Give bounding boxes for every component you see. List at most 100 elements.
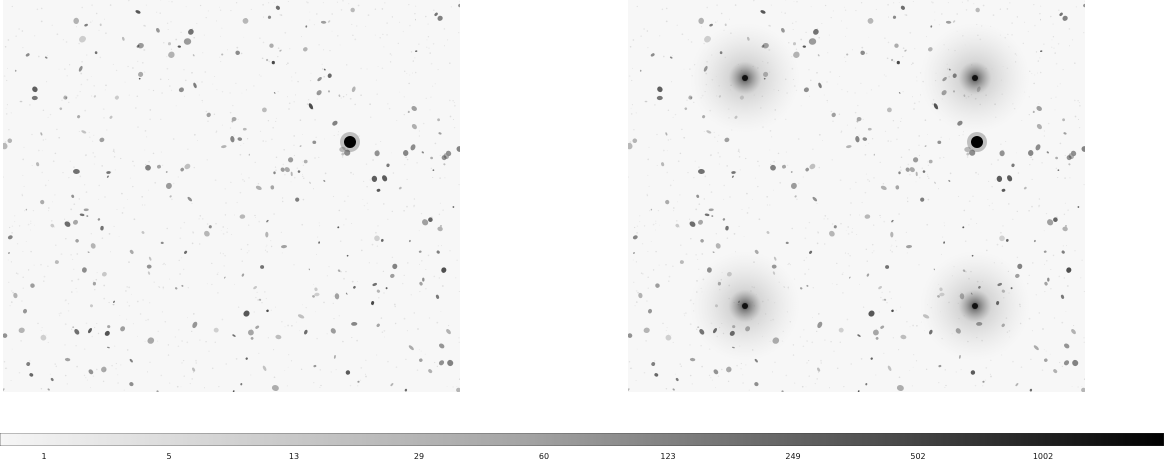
faint-source [135, 10, 141, 14]
faint-source [975, 7, 980, 13]
faint-source [855, 136, 860, 143]
colorbar-tick-label: 13 [288, 452, 300, 461]
faint-source [1059, 12, 1063, 17]
faint-source [632, 235, 638, 240]
faint-source [231, 116, 237, 122]
faint-source [654, 373, 659, 377]
faint-source [411, 105, 417, 112]
faint-source [628, 388, 630, 392]
faint-source [1007, 175, 1013, 182]
faint-source [447, 359, 454, 367]
faint-source [943, 241, 945, 244]
faint-source [806, 284, 809, 287]
faint-source [422, 219, 429, 226]
faint-source [376, 323, 380, 328]
faint-source [32, 86, 38, 93]
faint-source [25, 53, 30, 57]
faint-source [120, 326, 126, 332]
faint-source [188, 29, 194, 35]
faint-source [241, 273, 245, 277]
faint-source [999, 235, 1005, 242]
left-star-field [3, 0, 460, 392]
faint-source [1029, 388, 1033, 392]
faint-source [235, 50, 240, 56]
faint-source [809, 163, 816, 170]
faint-source [867, 127, 872, 131]
faint-source [408, 239, 411, 243]
faint-source [1047, 219, 1054, 226]
faint-source [14, 69, 17, 72]
faint-source [167, 42, 172, 46]
faint-source [337, 226, 340, 229]
faint-source [374, 235, 380, 242]
faint-source [260, 265, 265, 269]
faint-source [353, 285, 356, 289]
faint-source [44, 56, 48, 59]
faint-source [242, 127, 247, 131]
faint-source [898, 92, 901, 94]
faint-source [114, 95, 119, 100]
faint-source [318, 241, 320, 244]
faint-source [419, 358, 423, 362]
faint-source [913, 157, 919, 163]
faint-source [1005, 238, 1009, 242]
faint-source [415, 18, 417, 21]
faint-source [711, 215, 714, 217]
faint-source [92, 281, 97, 286]
faint-source [180, 167, 184, 172]
faint-source [314, 287, 318, 292]
faint-source [204, 230, 210, 237]
faint-source [708, 208, 714, 212]
faint-source [438, 360, 445, 366]
faint-source [3, 388, 5, 392]
faint-source [713, 369, 719, 375]
faint-source [232, 334, 236, 337]
faint-source [390, 383, 394, 387]
faint-source [314, 292, 320, 297]
faint-source [181, 284, 184, 287]
faint-source [702, 115, 706, 119]
faint-source [886, 107, 892, 113]
faint-source [94, 51, 98, 55]
faint-source [930, 25, 933, 28]
faint-source [317, 76, 322, 82]
faint-source [1061, 250, 1065, 254]
faint-source [250, 336, 254, 340]
faint-source [338, 94, 341, 97]
faint-source [157, 164, 161, 169]
faint-source [647, 308, 653, 314]
faint-source [90, 243, 96, 249]
faint-source [1066, 267, 1072, 273]
faint-source [266, 219, 269, 223]
faint-source [97, 218, 101, 221]
faint-source [106, 346, 110, 349]
faint-source [437, 118, 441, 122]
faint-source [29, 373, 34, 377]
faint-source [3, 142, 8, 150]
faint-source [437, 15, 443, 21]
faint-source [1036, 123, 1042, 130]
colorbar [0, 433, 1164, 446]
faint-source [1063, 360, 1070, 366]
faint-source [445, 150, 452, 157]
faint-source [245, 357, 248, 360]
faint-source [870, 357, 873, 360]
faint-source [106, 171, 111, 174]
faint-source [380, 238, 384, 242]
faint-source [122, 36, 125, 41]
faint-source [404, 388, 408, 392]
faint-source [895, 185, 900, 190]
faint-source [266, 309, 269, 313]
faint-source [802, 45, 806, 48]
faint-source [88, 369, 94, 375]
faint-source [109, 115, 113, 119]
faint-source [40, 334, 47, 341]
faint-source [297, 170, 301, 173]
faint-source [643, 327, 650, 334]
faint-source [697, 219, 704, 225]
faint-source [856, 116, 862, 122]
faint-source [883, 298, 887, 301]
faint-source [656, 95, 663, 101]
faint-source [934, 181, 936, 184]
faint-source [309, 181, 311, 184]
